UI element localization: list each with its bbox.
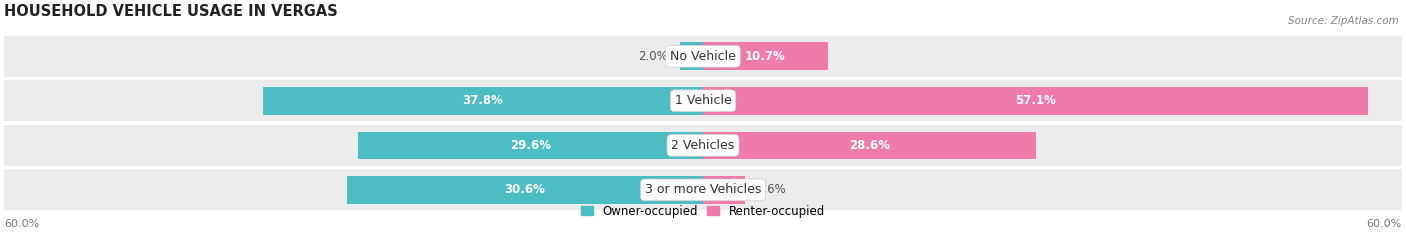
Bar bbox=[4, 169, 1402, 210]
Text: 1 Vehicle: 1 Vehicle bbox=[675, 94, 731, 107]
Text: 37.8%: 37.8% bbox=[463, 94, 503, 107]
Text: 3.6%: 3.6% bbox=[756, 183, 786, 196]
Bar bbox=[4, 80, 1402, 121]
Bar bbox=[703, 176, 745, 204]
Text: 57.1%: 57.1% bbox=[1015, 94, 1056, 107]
Text: No Vehicle: No Vehicle bbox=[671, 50, 735, 63]
Bar bbox=[679, 42, 703, 70]
Legend: Owner-occupied, Renter-occupied: Owner-occupied, Renter-occupied bbox=[576, 200, 830, 223]
Text: 2 Vehicles: 2 Vehicles bbox=[672, 139, 734, 152]
Bar bbox=[263, 87, 703, 115]
Text: 60.0%: 60.0% bbox=[1367, 219, 1402, 229]
Text: 28.6%: 28.6% bbox=[849, 139, 890, 152]
Text: 30.6%: 30.6% bbox=[505, 183, 546, 196]
Text: 2.0%: 2.0% bbox=[638, 50, 668, 63]
Bar bbox=[359, 131, 703, 159]
Text: 29.6%: 29.6% bbox=[510, 139, 551, 152]
Text: Source: ZipAtlas.com: Source: ZipAtlas.com bbox=[1288, 16, 1399, 26]
Text: 60.0%: 60.0% bbox=[4, 219, 39, 229]
Bar bbox=[703, 42, 828, 70]
Text: 10.7%: 10.7% bbox=[745, 50, 786, 63]
Bar bbox=[703, 87, 1368, 115]
Bar bbox=[703, 131, 1036, 159]
Text: HOUSEHOLD VEHICLE USAGE IN VERGAS: HOUSEHOLD VEHICLE USAGE IN VERGAS bbox=[4, 4, 337, 19]
Text: 3 or more Vehicles: 3 or more Vehicles bbox=[645, 183, 761, 196]
Bar bbox=[4, 36, 1402, 77]
Bar bbox=[347, 176, 703, 204]
Bar bbox=[4, 125, 1402, 166]
